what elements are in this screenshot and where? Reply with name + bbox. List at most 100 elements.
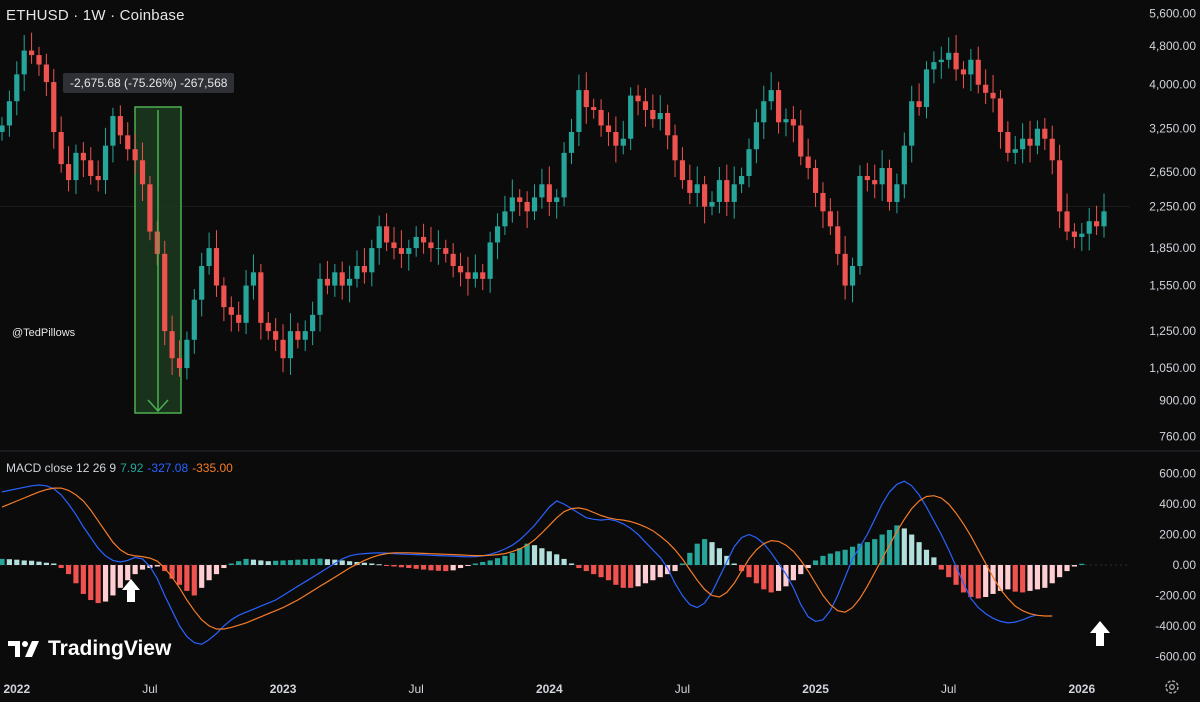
candle: [398, 230, 404, 268]
macd-histogram-bar: [842, 549, 848, 565]
candle: [250, 254, 257, 300]
macd-histogram-bar: [857, 543, 863, 565]
macd-legend[interactable]: MACD close 12 26 9 7.92 -327.08 -335.00: [6, 461, 233, 475]
candle: [14, 61, 20, 116]
time-axis[interactable]: 2022 Jul 2023 Jul 2024 Jul 2025 Jul 2026: [3, 682, 1095, 696]
candle: [339, 261, 345, 300]
macd-histogram-bar: [531, 545, 538, 565]
macd-histogram-bar: [80, 565, 86, 594]
time-tick-label: 2024: [536, 682, 563, 696]
macd-histogram-bar: [642, 565, 649, 584]
candle: [1042, 117, 1048, 151]
macd-histogram-bar: [169, 565, 175, 579]
macd-histogram-bar: [472, 563, 478, 565]
macd-histogram-bar: [605, 565, 612, 581]
candle: [983, 69, 989, 105]
candle: [909, 85, 915, 163]
candle: [827, 198, 833, 235]
time-tick-label: Jul: [941, 682, 956, 696]
gear-icon[interactable]: [1163, 678, 1181, 696]
candle: [546, 166, 552, 216]
macd-histogram-bar: [953, 565, 959, 585]
macd-histogram-bar: [302, 559, 308, 565]
candle: [443, 239, 449, 263]
macd-histogram-bar: [110, 565, 116, 596]
candle: [1012, 136, 1018, 165]
candle: [657, 95, 663, 131]
candle: [724, 164, 730, 216]
macd-histogram-bar: [783, 565, 789, 587]
candle: [568, 118, 575, 165]
candle: [162, 240, 168, 346]
time-tick-label: 2026: [1068, 682, 1095, 696]
macd-histogram-bar: [361, 562, 367, 565]
candle: [494, 213, 501, 260]
macd-histogram-bar: [21, 560, 27, 565]
macd-histogram-bar: [65, 565, 72, 575]
macd-tick-label: -200.00: [1155, 588, 1196, 602]
macd-tick-label: 400.00: [1159, 497, 1196, 511]
author-watermark: @TedPillows: [12, 327, 76, 339]
candle: [51, 68, 57, 149]
candle: [102, 127, 109, 195]
macd-histogram-bar: [894, 525, 900, 565]
time-tick-label: Jul: [142, 682, 157, 696]
up-arrow-icon: [1090, 621, 1110, 646]
macd-histogram-bar: [946, 565, 952, 578]
candle: [465, 256, 471, 296]
macd-axis[interactable]: 600.00 400.00 200.00 0.00 -200.00 -400.00 -600…: [1155, 467, 1196, 664]
macd-histogram-bar: [236, 561, 242, 565]
macd-histogram-bar: [539, 548, 545, 565]
candle: [332, 264, 338, 297]
candle: [273, 317, 279, 352]
candle: [849, 257, 856, 303]
candle: [576, 74, 582, 147]
macd-histogram-bar: [213, 565, 220, 575]
macd-histogram-bar: [125, 565, 131, 581]
candle: [487, 231, 493, 293]
macd-histogram-bar: [450, 565, 456, 571]
candle: [384, 213, 390, 252]
macd-histogram-bar: [731, 563, 737, 565]
macd-line: [1, 480, 1038, 645]
candle: [324, 260, 331, 295]
candle: [798, 109, 804, 166]
macd-histogram-bar: [339, 560, 345, 565]
candle: [938, 46, 944, 79]
candle: [605, 112, 612, 147]
macd-histogram-bar: [221, 565, 227, 569]
price-tick-label: 1,850.00: [1149, 241, 1196, 255]
candle: [73, 144, 79, 195]
price-tick-label: 2,650.00: [1149, 165, 1196, 179]
candle: [258, 264, 264, 340]
macd-histogram-bar: [206, 565, 212, 581]
macd-histogram-bar: [502, 555, 508, 565]
macd-histogram-bar: [820, 555, 826, 565]
price-tick-label: 900.00: [1159, 394, 1196, 408]
chart-title[interactable]: ETHUSD · 1W · Coinbase: [6, 7, 185, 24]
macd-label: MACD close 12 26 9: [6, 461, 117, 475]
candle: [80, 142, 86, 178]
candle: [1049, 125, 1055, 175]
candle: [361, 248, 367, 284]
macd-histogram-bar: [812, 560, 819, 565]
macd-tick-label: 600.00: [1159, 467, 1196, 481]
price-tick-label: 4,000.00: [1149, 78, 1196, 92]
candle: [1027, 120, 1033, 163]
time-tick-label: 2023: [270, 682, 297, 696]
candle: [790, 106, 796, 143]
price-axis[interactable]: 5,600.00 4,800.00 4,000.00 3,250.00 2,650.00…: [1149, 6, 1196, 443]
candle: [1094, 205, 1100, 235]
candle: [879, 150, 885, 202]
candle: [1064, 193, 1070, 241]
candle: [6, 90, 12, 137]
candle: [886, 159, 893, 211]
macd-histogram-bar: [923, 549, 930, 565]
macd-histogram-bar: [14, 559, 20, 565]
macd-histogram-bar: [494, 558, 501, 565]
time-tick-label: Jul: [409, 682, 424, 696]
macd-histogram-bar: [872, 539, 878, 565]
tradingview-logo[interactable]: TradingView: [8, 637, 171, 661]
macd-histogram-bar: [1071, 565, 1078, 567]
macd-histogram-bar: [879, 534, 885, 565]
